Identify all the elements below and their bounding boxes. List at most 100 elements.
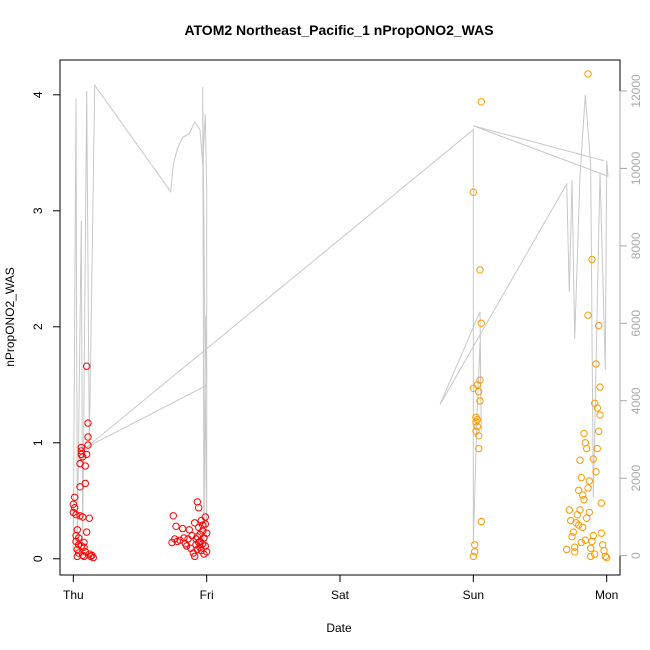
data-point <box>477 517 485 526</box>
data-point <box>477 98 485 106</box>
x-tick-label: Fri <box>200 588 214 602</box>
data-point <box>596 383 604 391</box>
data-point <box>577 473 585 482</box>
points-layer <box>69 70 611 562</box>
chart-title: ATOM2 Northeast_Pacific_1 nPropONO2_WAS <box>184 22 493 38</box>
data-point <box>577 538 585 547</box>
data-point <box>475 388 483 396</box>
data-point <box>199 527 207 535</box>
x-axis-label: Date <box>326 621 352 635</box>
data-point <box>72 511 80 519</box>
data-point <box>84 433 92 441</box>
data-point <box>83 362 91 370</box>
data-point <box>84 441 92 449</box>
data-point <box>183 542 191 550</box>
data-point <box>593 444 601 453</box>
y-tick-label: 0 <box>31 555 45 562</box>
data-point <box>580 429 588 438</box>
data-point <box>475 444 483 453</box>
data-point <box>171 535 179 543</box>
data-point <box>587 544 595 552</box>
data-point <box>169 512 178 520</box>
altitude-layer <box>72 83 609 554</box>
data-point <box>176 536 184 544</box>
data-point <box>203 548 211 556</box>
y-tick-label: 3 <box>31 207 45 214</box>
data-point <box>85 514 94 522</box>
y-axis: 0 1 2 3 4 <box>31 91 61 562</box>
data-point <box>473 415 481 424</box>
data-point <box>569 528 577 536</box>
data-point <box>179 524 187 533</box>
data-point <box>476 266 484 274</box>
data-point <box>589 455 597 463</box>
x-axis: Thu Fri Sat Sun Mon <box>63 574 618 602</box>
data-point <box>579 491 587 499</box>
data-point <box>71 493 79 501</box>
y2-tick-label: 0 <box>629 552 643 559</box>
data-point <box>80 552 88 561</box>
data-point <box>601 552 609 561</box>
data-point <box>591 550 599 558</box>
data-point <box>195 538 203 547</box>
y-tick-label: 4 <box>31 91 45 98</box>
data-point <box>476 397 484 405</box>
data-point <box>592 360 600 368</box>
data-point <box>81 462 90 470</box>
y2-tick-label: 2000 <box>629 465 643 492</box>
data-point <box>196 543 204 551</box>
data-point <box>583 514 591 522</box>
data-point <box>595 427 603 435</box>
data-point <box>585 477 593 485</box>
data-point <box>469 552 477 561</box>
y-tick-label: 2 <box>31 323 45 330</box>
data-point <box>203 529 211 537</box>
data-point <box>583 444 591 453</box>
data-point <box>588 255 596 264</box>
data-point <box>469 188 477 196</box>
data-point <box>596 411 604 419</box>
data-point <box>575 486 583 494</box>
data-point <box>476 376 484 384</box>
data-point <box>77 542 86 550</box>
data-point <box>191 519 199 527</box>
data-point <box>571 543 579 551</box>
data-point <box>592 468 600 476</box>
data-point <box>580 495 588 504</box>
data-point <box>81 479 90 488</box>
data-point <box>79 551 87 559</box>
x-tick-label: Sun <box>463 588 484 602</box>
y2-tick-label: 6000 <box>629 310 643 337</box>
data-point <box>593 404 601 412</box>
data-point <box>595 321 603 330</box>
data-point <box>568 533 576 541</box>
x-tick-label: Mon <box>595 588 618 602</box>
data-point <box>185 526 194 534</box>
data-point <box>73 526 82 534</box>
data-point <box>597 499 605 507</box>
data-point <box>584 70 592 78</box>
data-point <box>603 553 611 562</box>
data-point <box>201 520 210 528</box>
y-axis-label: nPropONO2_WAS <box>3 267 17 367</box>
data-point <box>597 529 605 537</box>
data-point <box>475 432 483 440</box>
y2-tick-label: 8000 <box>629 232 643 259</box>
data-point <box>201 513 210 521</box>
data-point <box>191 552 199 561</box>
plot-frame <box>59 59 621 576</box>
data-point <box>172 522 180 530</box>
data-point <box>84 419 92 427</box>
data-point <box>571 548 579 556</box>
data-point <box>69 500 78 508</box>
data-point <box>587 552 595 561</box>
x-tick-label: Thu <box>63 588 84 602</box>
data-point <box>563 545 571 554</box>
data-point <box>575 521 583 529</box>
data-point <box>589 531 597 540</box>
data-point <box>89 553 98 562</box>
data-point <box>71 504 79 512</box>
data-point <box>79 453 87 461</box>
data-point <box>77 443 86 452</box>
